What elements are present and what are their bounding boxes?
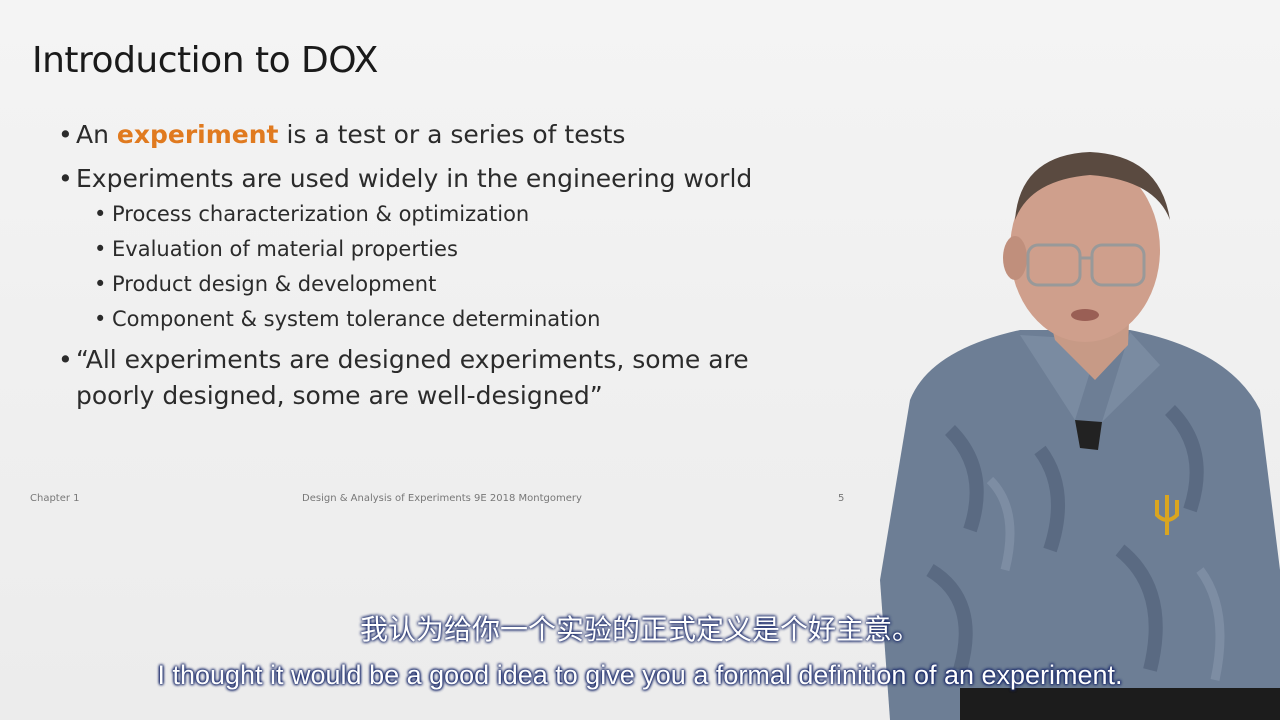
sub-bullet-item: Product design & development [94,270,818,299]
bullet-item-3: “All experiments are designed experiment… [58,342,818,414]
sub-bullet-item: Process characterization & optimization [94,200,818,229]
bullet-item-1: An experiment is a test or a series of t… [58,118,818,152]
footer-page-number: 5 [838,493,845,504]
sub-bullet-item: Component & system tolerance determinati… [94,305,818,334]
bullet-list: An experiment is a test or a series of t… [58,118,818,424]
presenter-figure [880,152,1280,720]
subtitle-english: I thought it would be a good idea to giv… [157,660,1123,690]
footer-chapter: Chapter 1 [30,493,80,504]
podium [960,688,1280,720]
footer-book: Design & Analysis of Experiments 9E 2018… [302,493,582,504]
bullet-3-line-2: poorly designed, some are well-designed” [76,381,603,410]
bullet-1-suffix: is a test or a series of tests [278,120,626,149]
bullet-item-2: Experiments are used widely in the engin… [58,162,818,196]
subtitle-chinese: 我认为给你一个实验的正式定义是个好主意。 [359,613,920,646]
slide-title: Introduction to DOX [32,40,378,81]
bullet-3-line-1: “All experiments are designed experiment… [76,345,749,374]
bullet-1-highlight: experiment [116,120,279,149]
bullet-1-prefix: An [76,120,117,149]
sub-bullet-item: Evaluation of material properties [94,235,818,264]
